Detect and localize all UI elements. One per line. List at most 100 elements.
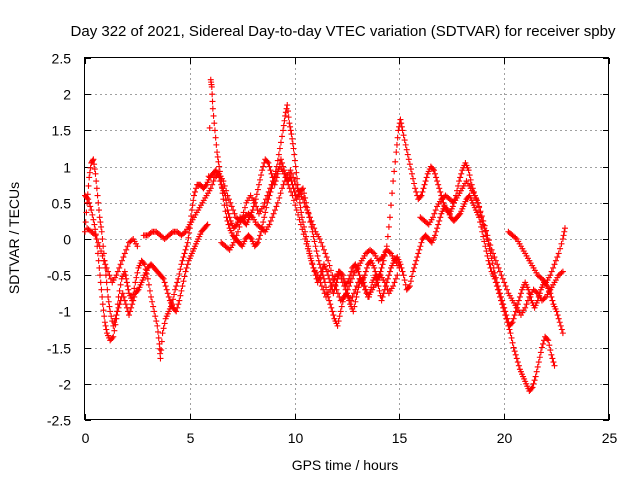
data-point (397, 116, 404, 123)
data-point (107, 308, 114, 315)
data-point (483, 248, 490, 255)
data-point (184, 239, 191, 246)
data-point (349, 293, 356, 300)
data-point (314, 272, 321, 279)
data-point (498, 293, 505, 300)
data-point (484, 252, 491, 259)
data-point (502, 283, 509, 290)
data-point (239, 214, 246, 221)
data-point (151, 308, 158, 315)
data-point (348, 297, 355, 304)
data-point (96, 243, 103, 250)
data-point (432, 232, 439, 239)
data-point (413, 257, 420, 264)
data-point (155, 328, 162, 335)
data-point (93, 236, 100, 242)
data-point (215, 158, 222, 165)
data-point (122, 301, 129, 308)
data-point (348, 275, 355, 282)
data-point (255, 181, 262, 188)
data-point (544, 336, 551, 343)
data-point (177, 292, 184, 299)
data-point (416, 246, 423, 253)
data-point (114, 268, 121, 275)
data-point (314, 252, 321, 259)
data-point (311, 238, 318, 245)
data-point (123, 246, 130, 253)
data-point (558, 269, 565, 276)
data-point (398, 120, 405, 127)
y-tick-label: 0.5 (52, 196, 72, 212)
data-point (290, 174, 297, 181)
data-point (309, 260, 316, 267)
data-point (299, 196, 306, 203)
data-point (272, 207, 279, 214)
data-point (513, 355, 520, 362)
data-point (95, 199, 102, 206)
data-point (227, 199, 234, 206)
data-point (499, 275, 506, 282)
data-marks (82, 76, 568, 395)
data-point (371, 264, 378, 271)
data-point (92, 226, 99, 233)
data-point (291, 151, 298, 158)
data-point (523, 301, 530, 308)
data-point (301, 190, 308, 197)
data-point (264, 158, 271, 165)
data-point (279, 159, 286, 166)
data-point (265, 159, 272, 166)
data-point (495, 286, 502, 293)
data-point (485, 237, 492, 244)
data-point (89, 211, 96, 218)
data-point (351, 303, 358, 310)
data-point (480, 233, 487, 240)
data-point (209, 91, 216, 98)
data-point (320, 286, 327, 293)
data-point (125, 286, 132, 293)
data-point (223, 214, 230, 221)
data-point (516, 293, 523, 300)
data-point (262, 209, 269, 216)
data-point (303, 240, 310, 247)
data-point (399, 268, 406, 275)
data-point (99, 252, 106, 259)
data-point (251, 199, 258, 206)
y-tick-label: 0 (63, 232, 71, 248)
data-point (338, 275, 345, 282)
data-point (154, 322, 161, 329)
data-point (436, 185, 443, 192)
data-point (363, 290, 370, 297)
data-point (268, 181, 275, 188)
data-point (533, 289, 540, 296)
data-point (267, 217, 274, 224)
data-point (253, 203, 260, 210)
chart-title: Day 322 of 2021, Sidereal Day-to-day VTE… (71, 23, 616, 40)
data-point (384, 275, 391, 282)
data-point (423, 174, 430, 181)
data-point (123, 275, 130, 282)
data-point (90, 216, 97, 223)
data-point (144, 275, 151, 282)
y-axis-tick-labels: 2.5 2 1.5 1 0.5 0 -0.5 -1 -1.5 -2 -2.5 (47, 51, 71, 429)
data-point (430, 167, 437, 174)
data-point (179, 257, 186, 264)
data-point (140, 260, 147, 267)
data-point (522, 304, 529, 311)
data-point (213, 141, 220, 148)
data-point (260, 227, 267, 234)
data-point (389, 190, 396, 197)
data-point (270, 210, 277, 217)
data-point (285, 181, 292, 188)
data-point (158, 338, 165, 345)
data-point (298, 209, 305, 216)
data-point (145, 281, 152, 288)
data-point (163, 286, 170, 293)
data-point (378, 297, 385, 304)
data-point (550, 359, 557, 366)
data-point (288, 170, 295, 177)
data-point (86, 169, 93, 176)
data-point (214, 149, 221, 156)
data-point (491, 254, 498, 261)
data-point (547, 347, 554, 354)
data-point (315, 257, 322, 264)
